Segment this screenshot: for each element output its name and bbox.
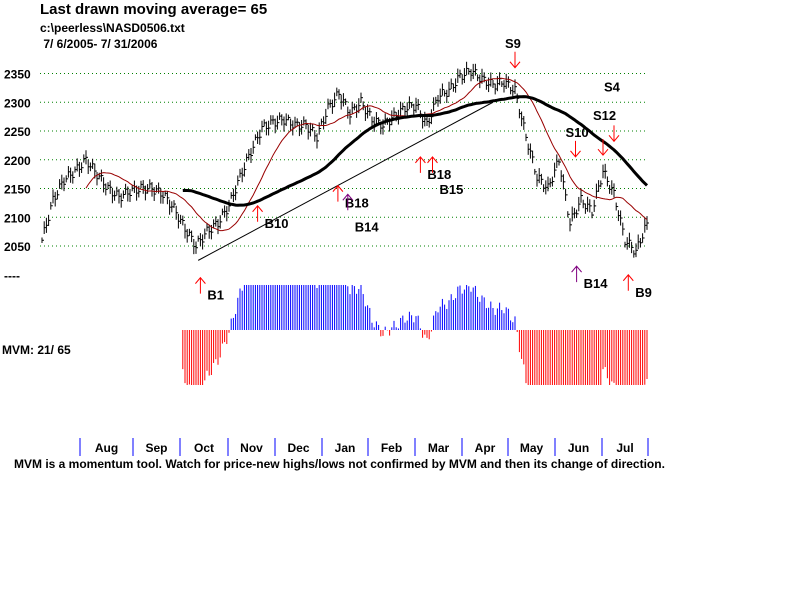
mvm-label: MVM: 21/ 65	[2, 343, 71, 357]
month-label: Sep	[145, 441, 167, 455]
month-label: Jul	[616, 441, 633, 455]
file-path: c:\peerless\NASD0506.txt	[40, 21, 185, 35]
sell-arrow-icon	[570, 140, 581, 158]
buy-arrow-icon	[571, 265, 582, 283]
signal-label: S9	[505, 36, 521, 51]
signal-label: S12	[593, 108, 616, 123]
signal-label: B18	[427, 167, 451, 182]
month-label: Oct	[194, 441, 214, 455]
buy-arrow-icon	[195, 276, 206, 294]
month-label: Jun	[568, 441, 589, 455]
month-label: Feb	[381, 441, 402, 455]
y-tick-label: 2300	[4, 96, 31, 110]
signal-label: S10	[566, 125, 589, 140]
y-tick-label: 2100	[4, 211, 31, 225]
month-label: Apr	[475, 441, 496, 455]
signal-label: B15	[440, 182, 464, 197]
y-tick-label: 2050	[4, 240, 31, 254]
y-tick-label: 2350	[4, 68, 31, 82]
moving-average-65-line	[182, 95, 649, 207]
sell-arrow-icon	[597, 139, 609, 156]
chart-title: Last drawn moving average= 65	[40, 1, 268, 18]
date-range: 7/ 6/2005- 7/ 31/2006	[40, 37, 158, 51]
buy-arrow-icon	[427, 156, 438, 173]
short-moving-average-line	[85, 77, 648, 232]
buy-arrow-icon	[415, 156, 426, 173]
signal-label: S4	[604, 79, 621, 94]
y-tick-label: 2200	[4, 154, 31, 168]
trendline	[197, 101, 494, 261]
buy-arrow-icon	[342, 193, 354, 211]
signal-label: B9	[635, 285, 652, 300]
month-label: May	[520, 441, 544, 455]
signal-label: B18	[345, 196, 369, 211]
month-label: Aug	[95, 441, 118, 455]
signal-label: B14	[355, 219, 380, 234]
buy-arrow-icon	[332, 184, 344, 202]
month-label: Jan	[335, 441, 356, 455]
signal-label: B1	[207, 288, 224, 303]
y-tick-label: 2250	[4, 125, 31, 139]
month-label: Dec	[287, 441, 309, 455]
footer-note: MVM is a momentum tool. Watch for price-…	[14, 457, 665, 471]
y-tick-label: 2150	[4, 183, 31, 197]
month-label: Mar	[428, 441, 450, 455]
month-label: Nov	[240, 441, 263, 455]
signal-label: B10	[265, 216, 289, 231]
signal-label: B14	[584, 276, 609, 291]
sell-arrow-icon	[509, 51, 521, 69]
y-tick-label: ----	[4, 269, 20, 283]
buy-arrow-icon	[252, 204, 263, 222]
buy-arrow-icon	[622, 273, 634, 291]
sell-arrow-icon	[608, 125, 620, 143]
